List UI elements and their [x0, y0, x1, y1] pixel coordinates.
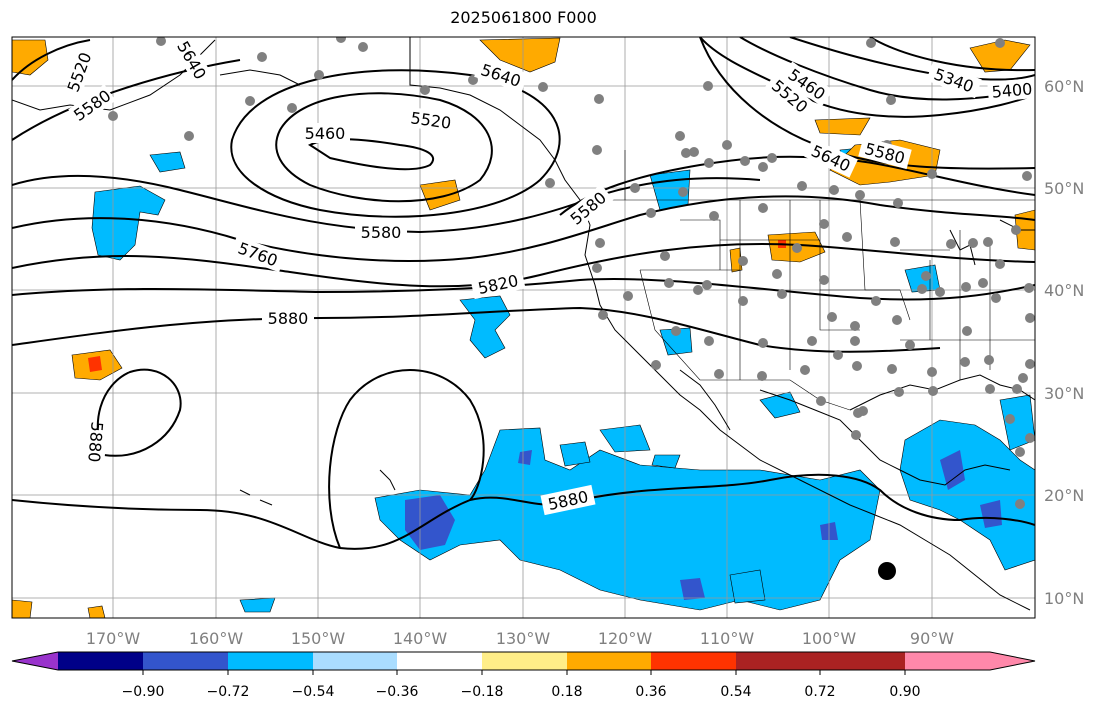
map-frame — [11, 36, 1036, 619]
colorbar-tick-label: 0.90 — [889, 684, 920, 700]
lon-label: 130°W — [496, 629, 551, 648]
colorbar-tick-label: −0.90 — [122, 684, 165, 700]
colorbar-segment — [736, 652, 820, 670]
longitude-labels: 170°W 160°W 150°W 140°W 130°W 120°W 110°… — [86, 629, 954, 648]
lon-label: 150°W — [291, 629, 346, 648]
lon-label: 100°W — [802, 629, 857, 648]
political-borders — [590, 150, 1035, 411]
shading-negative-light — [91, 145, 1035, 613]
colorbar-segment — [58, 652, 143, 670]
lat-label: 10°N — [1044, 589, 1084, 608]
lon-label: 110°W — [700, 629, 755, 648]
colorbar-tick-label: −0.36 — [376, 684, 419, 700]
lon-label: 120°W — [598, 629, 653, 648]
colorbar-segment — [651, 652, 736, 670]
lon-label: 170°W — [86, 629, 141, 648]
colorbar-tick-label: 0.72 — [804, 684, 835, 700]
graticule — [12, 37, 1035, 618]
colorbar-tick-label: −0.18 — [461, 684, 504, 700]
colorbar-segment — [482, 652, 567, 670]
contour-label: 5580 — [361, 223, 402, 242]
colorbar-tick-label: −0.54 — [292, 684, 335, 700]
highlight-marker — [878, 562, 896, 580]
colorbar-segment — [228, 652, 313, 670]
colorbar-segment — [143, 652, 228, 670]
colorbar-tick-label: 0.18 — [551, 684, 582, 700]
map-title: 2025061800 F000 — [450, 8, 597, 27]
colorbar-ticks — [142, 670, 906, 675]
lat-label: 40°N — [1044, 281, 1084, 300]
lat-label: 30°N — [1044, 384, 1084, 403]
colorbar-outline — [11, 651, 1036, 671]
lat-label: 50°N — [1044, 179, 1084, 198]
colorbar-segment — [397, 652, 482, 670]
lon-label: 160°W — [189, 629, 244, 648]
colorbar: −0.90 −0.72 −0.54 −0.36 −0.18 0.18 0.36 … — [11, 651, 1036, 700]
colorbar-tick-label: 0.54 — [720, 684, 751, 700]
latitude-labels: 60°N 50°N 40°N 30°N 20°N 10°N — [1044, 77, 1084, 608]
colorbar-segment — [820, 652, 905, 670]
colorbar-tick-label: −0.72 — [207, 684, 250, 700]
contour-label: 5460 — [305, 124, 346, 143]
colorbar-tick-label: 0.36 — [635, 684, 666, 700]
lon-label: 90°W — [910, 629, 954, 648]
lon-label: 140°W — [393, 629, 448, 648]
colorbar-segment — [905, 652, 1035, 670]
lat-label: 20°N — [1044, 486, 1084, 505]
shading-positive-orange — [12, 37, 1035, 618]
lat-label: 60°N — [1044, 77, 1084, 96]
contour-label: 5880 — [84, 421, 106, 463]
colorbar-segment — [12, 652, 58, 670]
colorbar-segment — [567, 652, 651, 670]
contour-label: 5400 — [991, 79, 1033, 101]
shading-negative-mid — [405, 450, 1002, 600]
colorbar-segment — [313, 652, 397, 670]
contour-label: 5880 — [268, 309, 309, 328]
